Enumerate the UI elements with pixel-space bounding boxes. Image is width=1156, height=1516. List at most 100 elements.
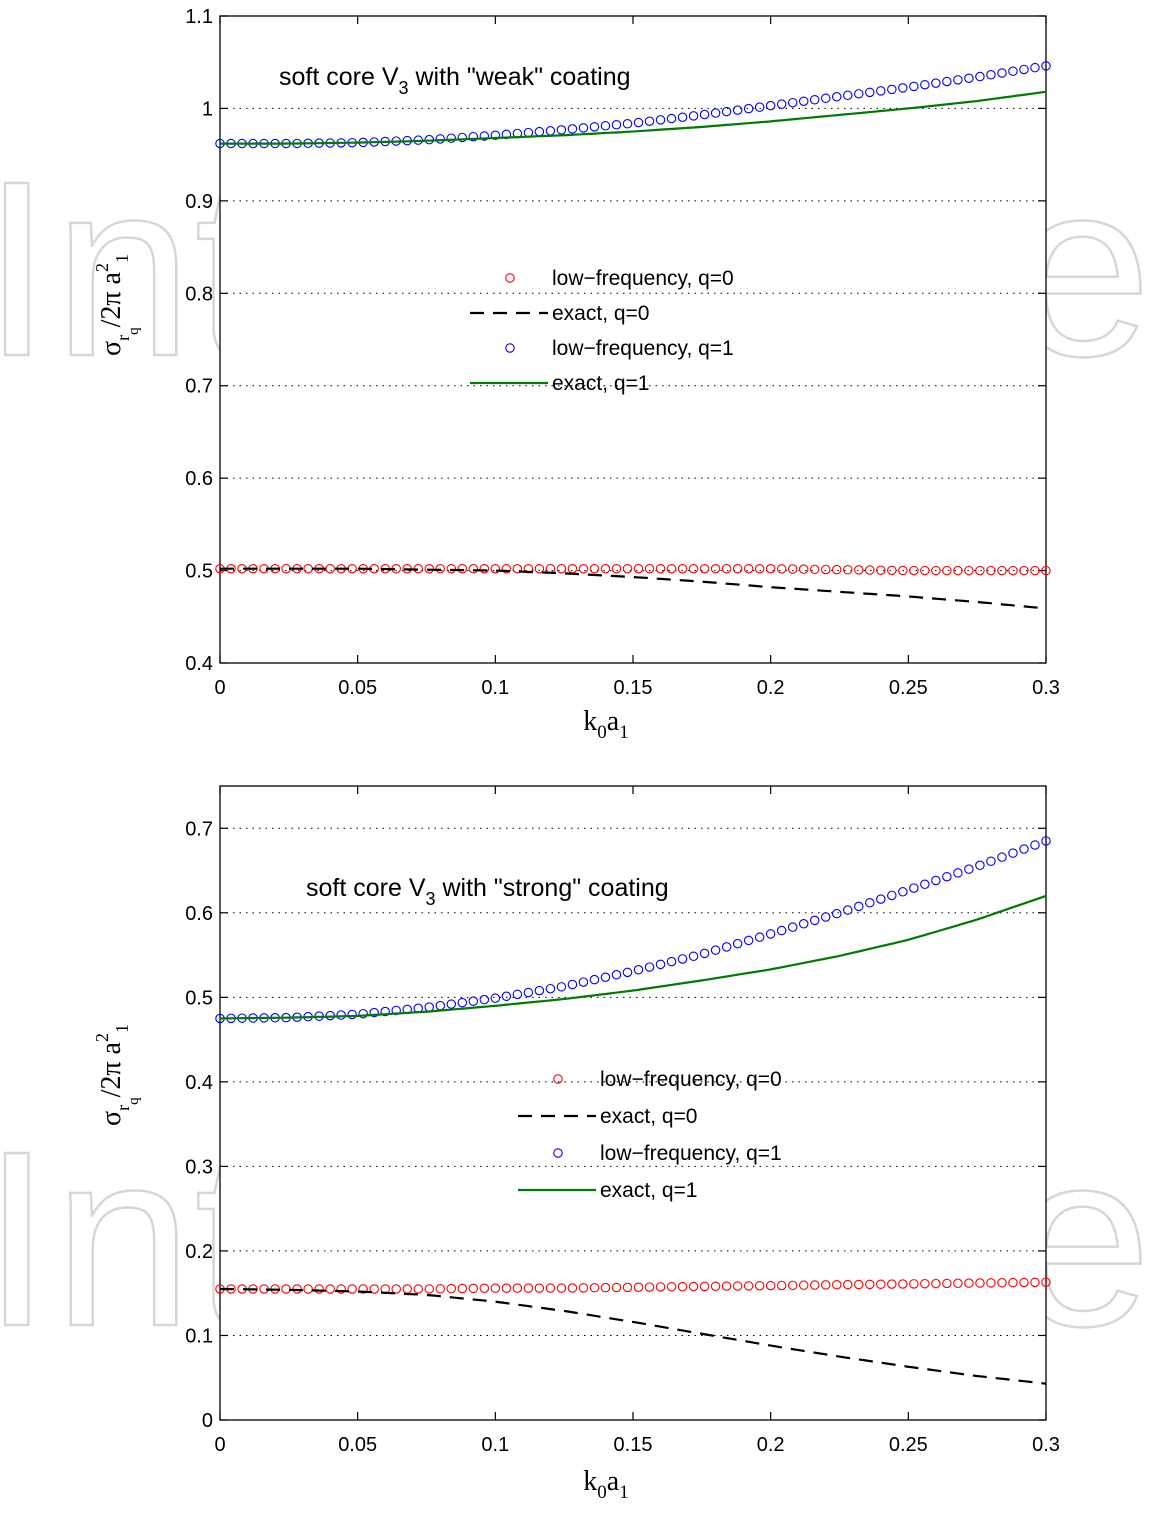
data-point [920, 79, 930, 90]
data-point [843, 905, 853, 915]
legend-label: exact, q=1 [552, 372, 649, 395]
y-tick-label: 0.7 [185, 818, 213, 840]
data-point [865, 87, 875, 98]
data-point [721, 106, 732, 117]
data-point [534, 1283, 545, 1293]
legend-marker [553, 1148, 563, 1158]
data-point [446, 999, 457, 1009]
data-point [876, 1279, 886, 1289]
data-point [633, 563, 644, 574]
data-point [920, 879, 930, 890]
data-point [931, 875, 941, 886]
ylabel-sub-q: q [126, 327, 142, 335]
data-point [798, 919, 809, 929]
data-point [909, 81, 919, 92]
data-point [964, 1278, 974, 1288]
data-point [765, 1280, 776, 1291]
data-point [776, 1280, 787, 1291]
legend: low−frequency, q=0 exact, q=0 low−frequenc… [518, 1068, 782, 1202]
data-point [677, 1281, 688, 1292]
data-point [567, 124, 578, 134]
x-tick-label: 0.05 [338, 677, 377, 699]
data-point [666, 956, 677, 967]
series-line [220, 90, 1047, 145]
data-point [997, 1278, 1007, 1288]
data-point [699, 1281, 710, 1292]
data-point [776, 99, 787, 109]
data-point [909, 565, 919, 576]
data-point [898, 887, 908, 897]
data-point [986, 70, 996, 80]
data-point [578, 1283, 589, 1293]
y-tick-label: 0.5 [185, 987, 213, 1009]
xlabel-sub: 0 [597, 722, 607, 743]
data-point [1030, 1277, 1040, 1288]
data-point [876, 565, 886, 575]
data-point [909, 1279, 919, 1289]
data-point [622, 563, 633, 574]
data-point [611, 1282, 622, 1293]
data-point [843, 90, 853, 101]
data-point [986, 1278, 996, 1288]
data-point [975, 860, 985, 871]
data-point [490, 563, 501, 574]
data-point [986, 856, 996, 866]
data-point [1041, 61, 1051, 71]
legend-marker [553, 1074, 563, 1084]
data-point [567, 979, 578, 990]
legend-marker [505, 273, 515, 283]
y-tick-label: 1 [202, 98, 213, 120]
data-point [1008, 66, 1018, 76]
data-point [666, 113, 677, 124]
data-point [1019, 64, 1029, 75]
data-point [942, 1278, 952, 1289]
data-point [831, 564, 842, 575]
data-point [655, 115, 666, 125]
data-point [512, 1283, 523, 1293]
data-point [898, 83, 908, 93]
data-point [798, 96, 809, 106]
data-point [887, 1279, 897, 1289]
y-tick-label: 0.4 [185, 653, 213, 675]
data-point [644, 563, 655, 574]
data-point [776, 925, 787, 936]
data-point [953, 868, 963, 878]
data-point [732, 938, 743, 949]
plot-area [220, 786, 1046, 1420]
data-point [600, 563, 611, 574]
x-axis-label: k0a1 [583, 706, 628, 743]
data-point [787, 564, 798, 574]
y-tick-label: 0 [202, 1410, 213, 1432]
series-2 [219, 1287, 1047, 1385]
data-point [1041, 565, 1051, 576]
data-point [369, 1284, 379, 1294]
annotation-main: soft core V [279, 63, 399, 91]
data-point [1019, 565, 1029, 576]
data-point [732, 1281, 743, 1291]
data-point [699, 563, 710, 574]
ylabel-sub-1: 1 [112, 254, 132, 263]
data-point [556, 125, 567, 135]
data-point [843, 565, 853, 575]
data-point [688, 951, 699, 962]
data-point [809, 564, 820, 575]
data-point [380, 1006, 390, 1017]
data-point [666, 563, 677, 574]
data-point [1019, 844, 1029, 854]
data-point [953, 565, 963, 576]
x-tick-label: 0.25 [889, 1434, 928, 1456]
data-point [1008, 848, 1018, 858]
data-point [931, 1278, 941, 1289]
data-point [732, 105, 743, 115]
data-point [457, 997, 468, 1008]
x-tick-label: 0.15 [614, 1434, 653, 1456]
legend: low−frequency, q=0 exact, q=0 low−frequenc… [470, 267, 734, 395]
data-point [798, 1280, 809, 1290]
data-point [688, 563, 699, 574]
series-1 [215, 1277, 1051, 1294]
data-point [589, 1283, 600, 1293]
y-tick-label: 0.3 [185, 1156, 213, 1178]
xlabel-k: k [583, 1466, 597, 1497]
data-point [854, 1279, 864, 1290]
legend-marker [505, 343, 515, 353]
